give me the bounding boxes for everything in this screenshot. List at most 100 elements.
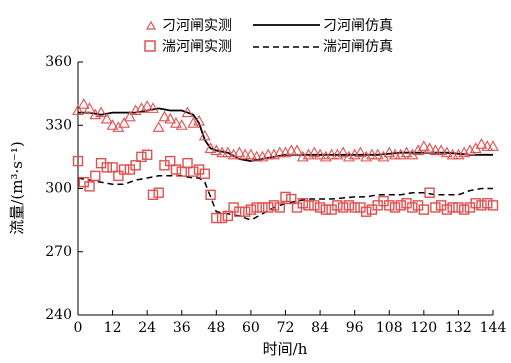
y-tick-label: 300 [45,181,72,197]
point-triangle [423,142,436,153]
x-tick-label: 132 [445,320,472,336]
y-ticks: 240 270 300 330 360 [45,54,83,323]
point-triangle [83,102,96,113]
point-square [211,212,222,224]
y-tick-label: 360 [45,54,72,70]
x-tick-label: 84 [311,320,329,336]
point-triangle [146,102,159,113]
point-square [257,202,268,213]
point-triangle [204,142,217,153]
point-square [170,164,182,175]
point-triangle [325,148,338,160]
x-tick-label: 60 [242,320,260,336]
x-tick-label: 120 [410,320,437,336]
point-square [107,162,118,173]
point-triangle [429,144,442,156]
point-square [90,170,101,182]
series-line-3 [77,175,493,221]
x-tick-label: 36 [173,320,191,336]
point-triangle [141,100,154,111]
y-tick-label: 330 [45,117,72,133]
x-tick-label: 0 [74,320,83,336]
point-triangle [475,138,488,149]
point-triangle [100,112,113,124]
point-triangle [400,146,413,158]
point-square [268,200,280,211]
point-square [245,204,257,215]
point-triangle [337,146,350,158]
point-triangle [221,146,234,158]
point-triangle [481,140,494,151]
y-tick-label: 240 [45,307,72,323]
x-ticks: 0 12 24 36 48 60 72 84 96 108 120 132 144 [74,310,507,336]
point-triangle [487,140,499,151]
point-triangle [210,144,223,156]
point-square [274,202,285,213]
point-triangle [308,146,321,158]
point-triangle [164,112,177,124]
point-square [303,200,314,211]
point-square [239,206,251,217]
point-square [165,155,176,167]
point-square [309,200,320,211]
point-triangle [193,114,205,126]
point-square [337,202,349,213]
point-triangle [198,129,211,141]
point-triangle [285,144,298,156]
point-square [205,189,216,201]
point-triangle [175,119,188,130]
point-triangle [158,110,171,122]
legend-marker-diao-measured [145,20,157,30]
point-triangle [371,148,384,160]
point-square [147,189,159,201]
plot-area [72,98,499,224]
point-square [234,206,245,217]
point-triangle [417,140,430,151]
point-square [343,200,355,211]
point-triangle [366,148,378,160]
point-square [182,157,193,169]
point-square [141,149,153,160]
point-square [470,198,481,209]
x-tick-label: 24 [138,320,156,336]
point-triangle [435,144,448,156]
x-tick-label: 144 [480,320,507,336]
point-square [384,200,395,211]
point-square [136,151,147,163]
point-square [176,166,187,177]
x-tick-label: 96 [346,320,364,336]
point-triangle [77,98,90,109]
point-square [101,162,113,173]
point-square [389,202,401,213]
point-square [297,198,308,209]
legend: 刁河闸实测 刁河闸仿真 湍河闸实测 湍河闸仿真 [144,18,393,55]
point-square [216,212,228,224]
point-triangle [389,148,401,160]
point-square [407,202,418,213]
point-square [199,168,211,179]
point-square [84,181,95,192]
point-triangle [170,117,182,128]
point-square [314,202,326,213]
point-triangle [250,150,263,162]
point-triangle [273,146,286,158]
point-square [395,200,406,211]
x-axis-title: 时间/h [263,340,308,358]
point-triangle [291,144,303,156]
point-square [263,202,274,213]
y-tick-label: 270 [45,244,72,260]
axes: 240 270 300 330 360 0 12 24 36 48 60 72 84 96 108 120 1… [45,54,506,336]
point-square [153,187,164,198]
point-square [476,200,487,211]
point-square [332,200,343,211]
point-square [130,160,141,171]
point-square [487,200,499,211]
point-square [360,206,372,217]
point-square [430,202,441,213]
point-triangle [72,104,84,116]
point-triangle [440,146,453,158]
point-triangle [314,148,327,160]
point-triangle [239,148,252,160]
x-tick-label: 72 [277,320,295,336]
point-triangle [181,106,194,118]
